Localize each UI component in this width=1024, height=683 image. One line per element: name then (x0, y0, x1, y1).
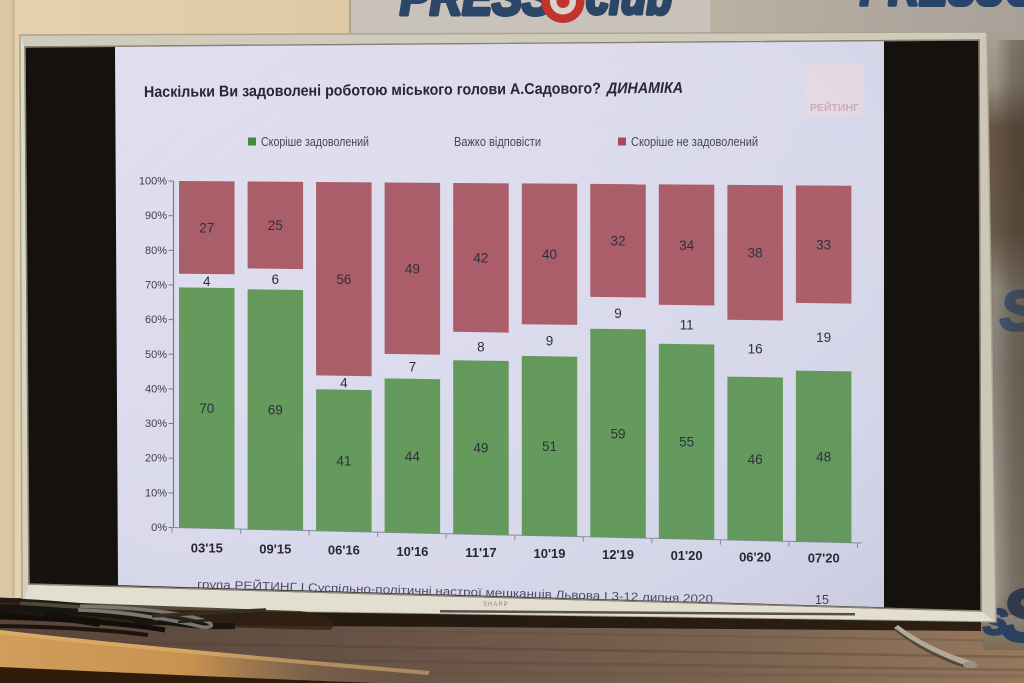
svg-text:PRESSC: PRESSC (860, 0, 1024, 17)
svg-text:PRESS: PRESS (400, 0, 552, 27)
svg-text:club: club (586, 0, 672, 26)
svg-text:SHARP: SHARP (483, 602, 509, 608)
